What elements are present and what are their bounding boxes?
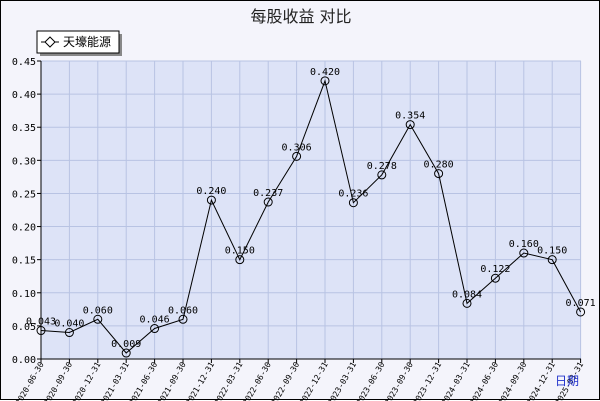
data-label: 0.071 xyxy=(566,298,596,309)
data-label: 0.046 xyxy=(140,315,170,326)
series-line xyxy=(40,79,582,354)
y-tick-label: 0.10 xyxy=(12,289,36,300)
legend-box xyxy=(36,30,120,54)
x-tick-label: 2022-03-31 xyxy=(213,360,245,401)
data-label: 0.150 xyxy=(225,246,255,257)
y-tick-label: 0.15 xyxy=(12,256,36,267)
data-label: 0.420 xyxy=(310,67,340,78)
legend: 天壕能源 xyxy=(36,30,122,56)
x-tick-label: 2022-09-30 xyxy=(269,360,301,401)
x-tick-label: 2020-06-30 xyxy=(14,360,46,401)
data-label: 0.150 xyxy=(537,246,567,257)
data-point xyxy=(405,120,415,130)
data-points xyxy=(36,76,586,358)
chart-title: 每股收益 对比 xyxy=(250,7,351,26)
x-axis-label: 日期 xyxy=(555,374,579,388)
y-tick-label: 0.20 xyxy=(12,223,36,234)
x-tick-label: 2023-03-31 xyxy=(326,360,358,401)
data-label: 0.237 xyxy=(253,188,283,199)
x-tick-label: 2020-09-30 xyxy=(42,360,74,401)
x-tick-label: 2020-12-31 xyxy=(71,360,103,401)
data-label: 0.122 xyxy=(480,264,510,275)
data-label: 0.280 xyxy=(424,160,454,171)
y-tick-label: 0.05 xyxy=(12,322,36,333)
y-tick-label: 0.00 xyxy=(12,355,36,366)
y-tick-label: 0.45 xyxy=(12,57,36,68)
x-tick-label: 2024-12-31 xyxy=(525,360,557,401)
data-point xyxy=(434,169,444,179)
x-tick-label: 2021-06-30 xyxy=(127,360,159,401)
data-point xyxy=(150,324,160,334)
x-tick-label: 2021-12-31 xyxy=(184,360,216,401)
data-label: 0.240 xyxy=(196,186,226,197)
x-tick-label: 2023-09-30 xyxy=(383,360,415,401)
x-tick-label: 2021-03-31 xyxy=(99,360,131,401)
data-label: 0.278 xyxy=(367,161,397,172)
data-point xyxy=(377,170,387,180)
x-tick-label: 2022-12-31 xyxy=(298,360,330,401)
data-label: 0.009 xyxy=(111,339,141,350)
data-point xyxy=(320,76,330,86)
grid-lines xyxy=(41,60,582,359)
data-point xyxy=(64,328,74,338)
data-label: 0.040 xyxy=(54,319,84,330)
y-tick-label: 0.30 xyxy=(12,156,36,167)
y-axis-ticks: 0.00 0.05 0.10 0.15 0.20 0.25 0.30 0.35 0.40 0.45 xyxy=(12,57,41,366)
plot-area xyxy=(41,61,581,359)
data-point xyxy=(235,255,245,265)
legend-marker-icon xyxy=(44,36,56,48)
x-tick-label: 2024-06-30 xyxy=(468,360,500,401)
data-point xyxy=(462,298,472,308)
data-point xyxy=(490,273,500,283)
data-label: 0.160 xyxy=(509,239,539,250)
x-tick-label: 2024-03-31 xyxy=(440,360,472,401)
legend-entry: 天壕能源 xyxy=(63,34,111,49)
data-point xyxy=(576,307,586,317)
data-label: 0.060 xyxy=(83,305,113,316)
data-point xyxy=(178,314,188,324)
data-point xyxy=(263,197,273,207)
data-point xyxy=(121,348,131,358)
data-point xyxy=(547,255,557,265)
data-label: 0.306 xyxy=(282,142,312,153)
x-axis-ticks: 2020-06-302020-09-302020-12-312021-03-31… xyxy=(14,359,585,401)
data-label: 0.354 xyxy=(395,111,425,122)
data-point xyxy=(206,195,216,205)
data-label: 0.236 xyxy=(338,189,368,200)
data-point xyxy=(93,314,103,324)
data-label: 0.060 xyxy=(168,305,198,316)
x-tick-label: 2023-06-30 xyxy=(355,360,387,401)
data-point xyxy=(292,151,302,161)
data-label: 0.084 xyxy=(452,289,482,300)
y-tick-label: 0.25 xyxy=(12,189,36,200)
y-tick-label: 0.35 xyxy=(12,123,36,134)
x-tick-label: 2022-06-30 xyxy=(241,360,273,401)
y-tick-label: 0.40 xyxy=(12,90,36,101)
x-tick-label: 2023-12-31 xyxy=(411,360,443,401)
x-tick-label: 2024-09-30 xyxy=(497,360,529,401)
x-tick-label: 2021-09-30 xyxy=(156,360,188,401)
data-point xyxy=(348,198,358,208)
data-point xyxy=(519,248,529,258)
